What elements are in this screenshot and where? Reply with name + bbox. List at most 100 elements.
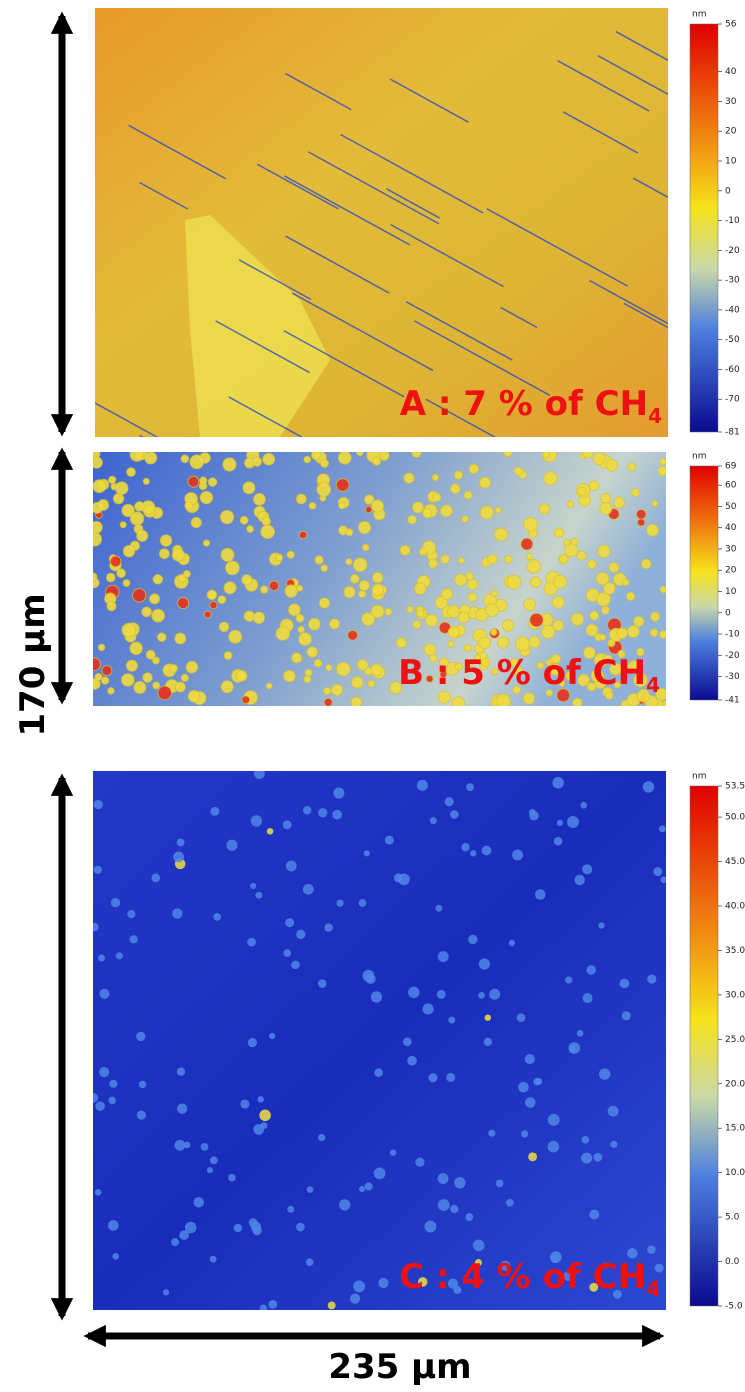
grain: [553, 836, 563, 846]
grain: [129, 935, 138, 944]
grain: [126, 467, 136, 477]
grain: [625, 591, 636, 602]
grain: [136, 1110, 146, 1120]
grain: [535, 889, 546, 900]
grain: [363, 850, 370, 857]
grain: [408, 986, 420, 999]
grain: [291, 652, 303, 664]
grain: [500, 1260, 511, 1271]
grain: [446, 1072, 456, 1082]
grain: [538, 503, 551, 515]
grain: [199, 490, 214, 505]
grain: [239, 515, 249, 525]
grain: [526, 552, 534, 560]
colorbar-tick-label: -41: [725, 696, 740, 706]
grain: [466, 783, 474, 792]
grain: [435, 904, 443, 912]
colorbar-tick-label: -20: [725, 651, 740, 661]
grain: [370, 604, 385, 619]
grain: [246, 525, 254, 533]
grain: [306, 646, 318, 658]
grain: [406, 605, 414, 614]
grain: [303, 455, 311, 464]
grain: [247, 937, 256, 947]
grain: [494, 527, 508, 542]
grain: [223, 651, 233, 661]
grain: [345, 528, 354, 537]
grain: [474, 654, 482, 661]
grain: [646, 523, 659, 537]
grain: [356, 452, 364, 457]
grain: [436, 989, 446, 999]
grain: [296, 929, 306, 939]
grain: [110, 898, 121, 908]
scratch: [615, 30, 668, 62]
grain: [107, 687, 115, 695]
scratch: [139, 181, 189, 210]
grain: [206, 1167, 213, 1174]
grain: [461, 842, 470, 852]
grain: [454, 573, 467, 587]
image-background: [95, 8, 668, 437]
grain: [330, 683, 344, 696]
grain: [497, 636, 510, 649]
grain: [115, 952, 123, 960]
colorbar-tick-label: 10.0: [725, 1168, 745, 1178]
grain: [233, 1223, 243, 1233]
grain: [328, 618, 340, 630]
grain: [479, 476, 492, 489]
grain: [522, 692, 536, 705]
colorbar-tick-label: -60: [725, 365, 740, 375]
grain: [222, 457, 237, 472]
grain: [582, 864, 593, 875]
grain: [243, 610, 255, 622]
scratch: [285, 72, 352, 111]
grain: [444, 797, 454, 807]
grain: [285, 918, 295, 928]
grain: [416, 779, 428, 791]
grain: [304, 668, 313, 677]
grain: [589, 1282, 599, 1292]
grain: [454, 662, 463, 671]
grain: [332, 809, 343, 820]
grain: [226, 839, 238, 851]
grain: [260, 585, 269, 594]
colorbar-tick-label: 20.0: [725, 1079, 745, 1089]
grain: [474, 1259, 482, 1267]
grain: [510, 658, 521, 669]
grain: [415, 1157, 425, 1167]
grain: [551, 653, 562, 664]
grain: [524, 1054, 535, 1065]
grain: [213, 913, 221, 921]
colorbar-tick-label: 45.0: [725, 857, 745, 867]
grain: [324, 923, 333, 932]
scratch: [589, 279, 668, 325]
grain: [142, 477, 150, 485]
grain: [255, 891, 263, 899]
grain: [612, 1289, 622, 1299]
grain: [512, 849, 524, 861]
grain: [529, 576, 542, 589]
grain: [608, 561, 620, 573]
grain: [472, 1239, 485, 1252]
grain: [177, 597, 190, 609]
grain: [266, 828, 274, 835]
panel: C : 4 % of CH4nm53.550.045.040.035.030.0…: [93, 771, 745, 1312]
grain: [447, 640, 455, 648]
grain: [362, 543, 370, 552]
grain: [190, 516, 202, 529]
grain: [184, 1221, 197, 1234]
grain: [95, 1101, 105, 1111]
grain: [429, 817, 437, 825]
grain: [106, 601, 117, 612]
grain: [347, 629, 359, 641]
grain: [298, 632, 312, 646]
grain: [447, 1278, 459, 1289]
grain: [171, 1238, 180, 1247]
grain: [550, 1251, 562, 1263]
grain: [93, 572, 98, 582]
grain: [556, 688, 571, 703]
grain: [333, 787, 345, 799]
grain: [141, 606, 152, 618]
grain: [109, 555, 122, 568]
